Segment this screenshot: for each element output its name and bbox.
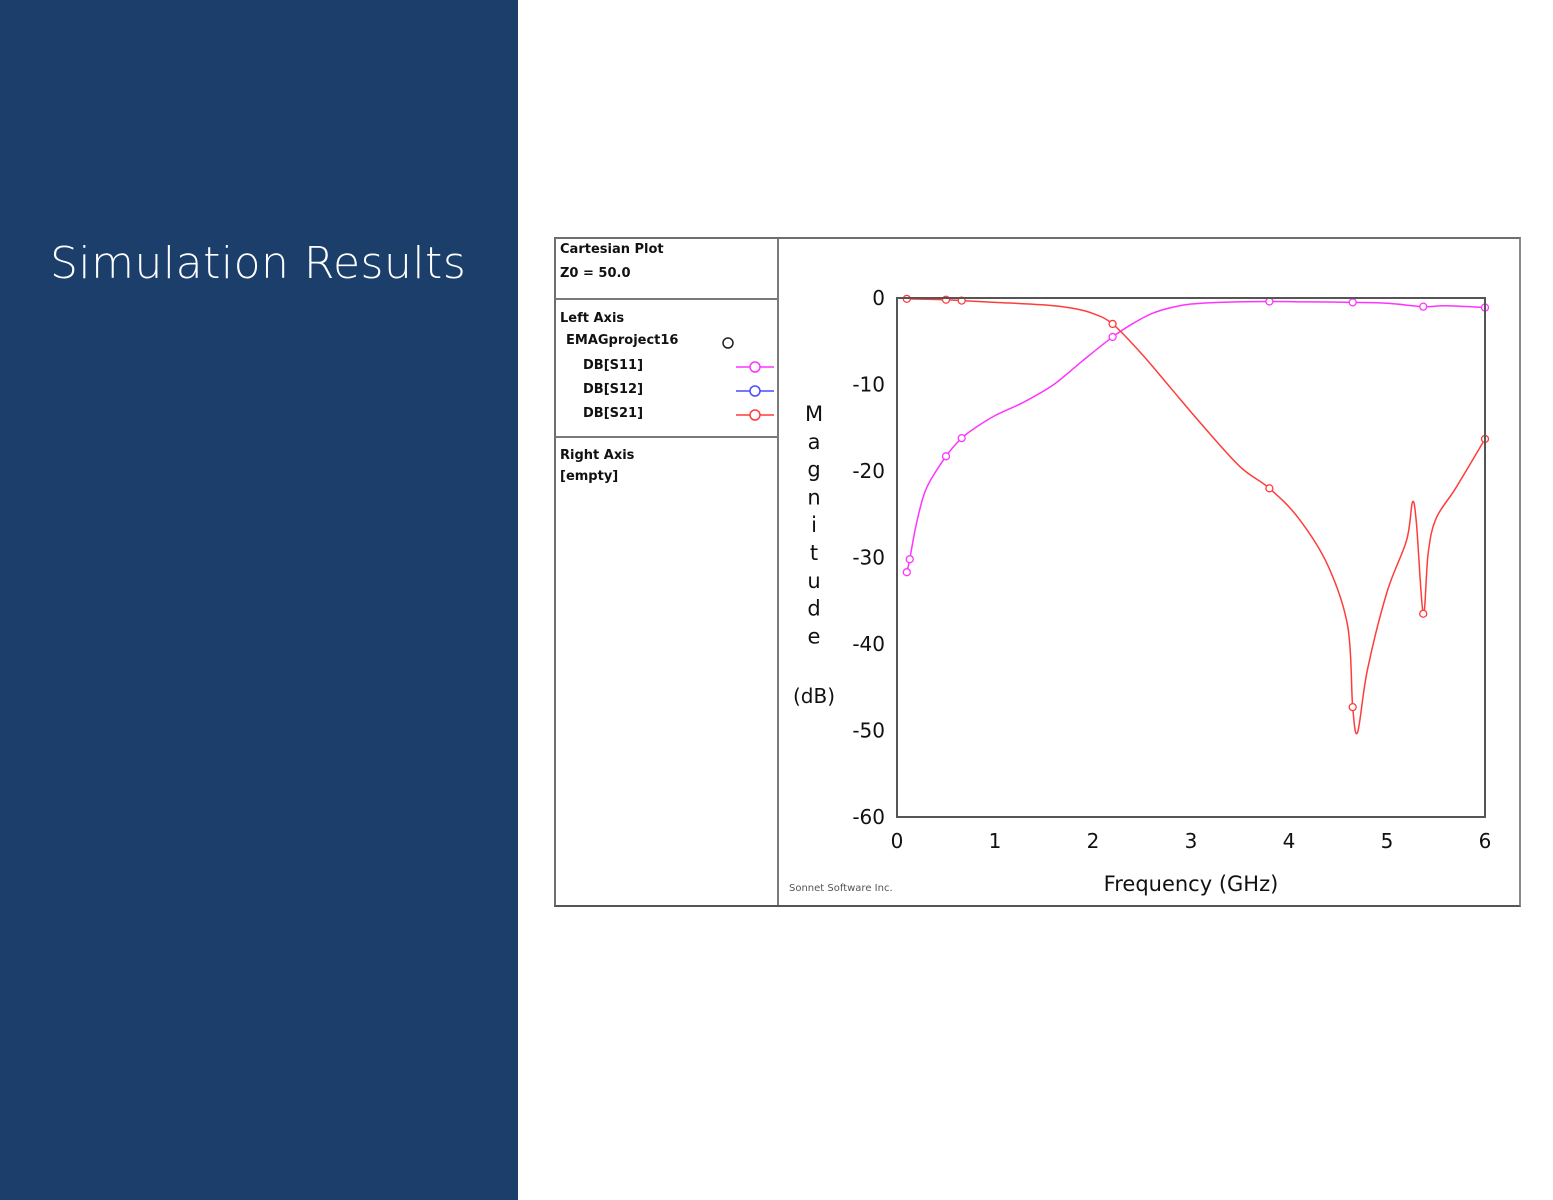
data-marker[interactable] (1419, 302, 1428, 311)
legend-swatch-s12 (736, 385, 774, 397)
z0-label: Z0 = 50.0 (560, 266, 631, 281)
right-axis-title: Right Axis (560, 448, 635, 463)
legend-panel: Cartesian Plot Z0 = 50.0 Left Axis EMAGp… (556, 239, 779, 905)
legend-label-s11[interactable]: DB[S11] (583, 358, 644, 373)
data-marker[interactable] (1348, 298, 1357, 307)
right-axis-value: [empty] (560, 469, 619, 484)
x-axis-label: Frequency (GHz) (1104, 872, 1279, 896)
data-marker[interactable] (1265, 484, 1274, 493)
x-tick-label: 0 (891, 829, 904, 853)
x-tick-label: 5 (1381, 829, 1394, 853)
legend-label-s12[interactable]: DB[S12] (583, 382, 644, 397)
y-tick-label: -40 (852, 632, 885, 656)
data-marker[interactable] (1265, 297, 1274, 306)
data-marker[interactable] (957, 433, 966, 443)
x-tick-label: 2 (1087, 829, 1100, 853)
vendor-credit: Sonnet Software Inc. (789, 883, 893, 894)
series-line-db-s11[interactable] (906, 300, 1486, 573)
data-marker[interactable] (1108, 319, 1117, 329)
y-axis-unit: (dB) (793, 684, 835, 708)
left-axis-section: Left Axis EMAGproject16 DB[S11] DB[S12] … (556, 300, 777, 438)
legend-label-s21[interactable]: DB[S21] (583, 406, 644, 421)
slide-title: Simulation Results (50, 238, 467, 289)
plot-info-section: Cartesian Plot Z0 = 50.0 (556, 239, 777, 300)
data-marker[interactable] (1348, 702, 1357, 712)
data-marker[interactable] (902, 568, 911, 577)
y-tick-label: 0 (872, 286, 885, 310)
y-tick-label: -10 (852, 373, 885, 397)
data-marker[interactable] (941, 452, 951, 461)
series-line-db-s21[interactable] (906, 298, 1486, 735)
y-tick-label: -50 (852, 719, 885, 743)
data-marker[interactable] (1419, 609, 1428, 618)
project-name[interactable]: EMAGproject16 (566, 333, 679, 348)
y-tick-label: -30 (852, 546, 885, 570)
legend-swatch-s11 (736, 361, 774, 373)
series-layer (902, 294, 1490, 735)
left-axis-title: Left Axis (560, 311, 625, 326)
x-tick-label: 1 (989, 829, 1002, 853)
left-title-band (0, 0, 518, 1200)
legend-swatch-s21 (736, 409, 774, 421)
plot-area-border (896, 297, 1486, 818)
x-tick-label: 6 (1479, 829, 1492, 853)
x-tick-label: 3 (1185, 829, 1198, 853)
plot-type-label: Cartesian Plot (560, 242, 664, 257)
y-tick-label: -60 (852, 805, 885, 829)
project-marker-icon (722, 337, 734, 349)
y-axis-ticks: 0 -10 -20 -30 -40 -50 -60 (852, 286, 885, 829)
y-tick-label: -20 (852, 459, 885, 483)
x-axis-ticks: 0 1 2 3 4 5 6 (891, 829, 1492, 853)
x-tick-label: 4 (1283, 829, 1296, 853)
data-marker[interactable] (905, 555, 914, 564)
right-axis-section: Right Axis [empty] (556, 438, 777, 528)
data-marker[interactable] (1108, 332, 1117, 342)
cartesian-plot-window: Cartesian Plot Z0 = 50.0 Left Axis EMAGp… (554, 237, 1521, 907)
